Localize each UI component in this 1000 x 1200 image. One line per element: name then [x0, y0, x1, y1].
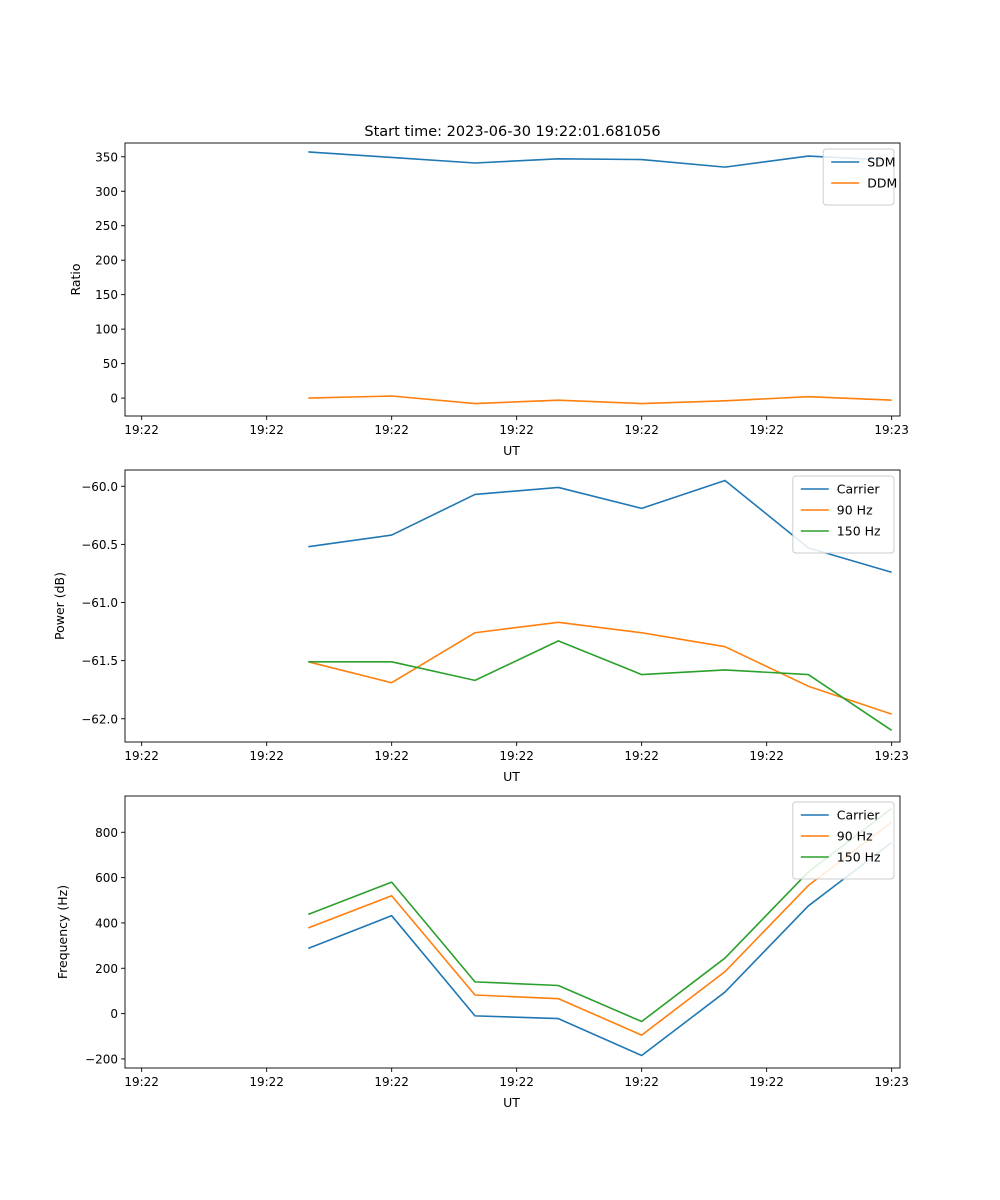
y-tick-label: −60.5	[81, 538, 118, 552]
y-tick-label: 50	[103, 357, 118, 371]
series-line-90-hz	[308, 621, 892, 715]
y-axis-label: Ratio	[68, 263, 83, 295]
subplot-2: 19:22 19:22 19:22 19:22 19:22 19:22 19:23 −62.0…	[52, 469, 909, 784]
x-tick-label: 19:22	[374, 1075, 409, 1089]
x-tick-label: 19:22	[499, 1075, 534, 1089]
legend-label-ddm: DDM	[867, 176, 897, 191]
y-tick-label: −61.5	[81, 654, 118, 668]
subplot-3: 19:22 19:22 19:22 19:22 19:22 19:22 19:23 −200 0…	[55, 795, 909, 1110]
x-tick-label: 19:22	[249, 749, 284, 763]
x-tick-label: 19:22	[749, 1075, 784, 1089]
y-tick-label: −200	[85, 1052, 118, 1066]
x-tick-label: 19:22	[124, 749, 159, 763]
series-line-150-hz	[308, 640, 893, 732]
y-tick-label: 400	[95, 916, 118, 930]
y-tick-label: −61.0	[81, 596, 118, 610]
legend-label-150-hz: 150 Hz	[837, 524, 881, 539]
series-line-ddm	[308, 395, 892, 405]
x-axis-label: UT	[503, 769, 520, 784]
y-tick-label: 350	[95, 150, 118, 164]
y-axis-label: Power (dB)	[52, 572, 67, 640]
legend-label-sdm: SDM	[867, 155, 895, 170]
x-tick-label: 19:22	[374, 423, 409, 437]
x-tick-label: 19:22	[249, 1075, 284, 1089]
y-tick-label: 0	[110, 1007, 118, 1021]
axes-frame	[124, 795, 901, 1069]
x-tick-label: 19:23	[874, 423, 909, 437]
y-tick-label: 800	[95, 826, 118, 840]
x-tick-label: 19:22	[374, 749, 409, 763]
legend-label-90-hz: 90 Hz	[837, 503, 873, 518]
x-tick-label: 19:22	[624, 1075, 659, 1089]
legend-label-150-hz: 150 Hz	[837, 850, 881, 865]
y-tick-label: −62.0	[81, 712, 118, 726]
y-tick-label: 300	[95, 185, 118, 199]
series-line-90-hz	[308, 821, 893, 1036]
legend: Carrier 90 Hz 150 Hz	[792, 801, 895, 880]
x-tick-label: 19:22	[499, 423, 534, 437]
series-line-sdm	[308, 151, 892, 168]
legend-label-carrier: Carrier	[837, 808, 881, 823]
y-tick-label: 250	[95, 219, 118, 233]
series-line-150-hz	[308, 807, 893, 1023]
x-tick-label: 19:22	[749, 423, 784, 437]
x-tick-label: 19:22	[124, 423, 159, 437]
legend-box	[822, 148, 895, 206]
x-axis-label: UT	[503, 1095, 520, 1110]
x-tick-label: 19:22	[749, 749, 784, 763]
subplot-1: 19:22 19:22 19:22 19:22 19:22 19:22 19:23 0 50 10…	[68, 142, 909, 458]
y-tick-label: 200	[95, 254, 118, 268]
y-tick-label: 0	[110, 392, 118, 406]
axes-frame	[124, 142, 901, 417]
x-tick-label: 19:23	[874, 1075, 909, 1089]
legend-label-carrier: Carrier	[837, 482, 881, 497]
x-tick-label: 19:22	[499, 749, 534, 763]
y-tick-label: 200	[95, 962, 118, 976]
x-tick-label: 19:22	[624, 423, 659, 437]
x-tick-label: 19:22	[249, 423, 284, 437]
axes-frame	[124, 469, 901, 743]
x-axis-label: UT	[503, 443, 520, 458]
figure-title: Start time: 2023-06-30 19:22:01.681056	[364, 124, 660, 140]
subplots: 19:22 19:22 19:22 19:22 19:22 19:22 19:23 0 50 10…	[52, 142, 909, 1110]
x-tick-label: 19:22	[624, 749, 659, 763]
y-tick-label: 150	[95, 288, 118, 302]
series-line-carrier	[308, 841, 893, 1057]
y-tick-label: −60.0	[81, 480, 118, 494]
legend: SDM DDM	[822, 148, 897, 206]
legend-box	[792, 475, 895, 554]
x-tick-label: 19:22	[124, 1075, 159, 1089]
legend-label-90-hz: 90 Hz	[837, 829, 873, 844]
y-tick-label: 100	[95, 323, 118, 337]
y-axis-label: Frequency (Hz)	[55, 885, 70, 979]
y-tick-label: 600	[95, 871, 118, 885]
x-tick-label: 19:23	[874, 749, 909, 763]
legend: Carrier 90 Hz 150 Hz	[792, 475, 895, 554]
legend-box	[792, 801, 895, 880]
